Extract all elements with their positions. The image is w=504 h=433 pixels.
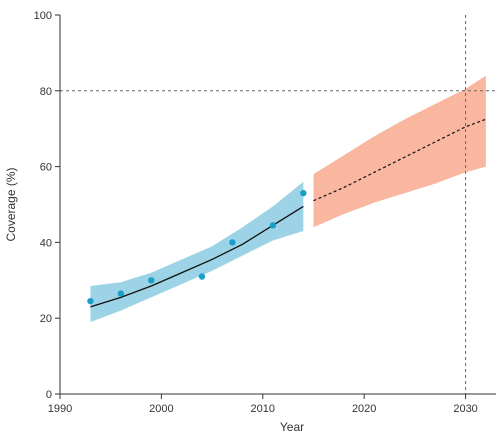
observed-data-point xyxy=(269,222,277,229)
observed-data-point xyxy=(148,277,155,284)
fitted-trend-line xyxy=(90,205,304,308)
fitted-uncertainty-band xyxy=(90,181,304,322)
axes xyxy=(59,15,496,395)
reference-lines xyxy=(60,15,496,394)
x-axis-label: Year xyxy=(280,420,304,433)
x-tick-label: 2010 xyxy=(251,403,275,415)
x-tick-label: 2000 xyxy=(149,403,173,415)
y-tick-label: 60 xyxy=(40,162,52,174)
projection-trend-line xyxy=(313,118,487,202)
x-tick-label: 2020 xyxy=(352,403,376,415)
y-tick-label: 40 xyxy=(40,237,52,249)
observed-data-point xyxy=(117,290,125,297)
x-tick-label: 2030 xyxy=(453,403,477,415)
observed-points xyxy=(87,189,307,305)
observed-data-point xyxy=(87,297,94,305)
x-tick-label: 1990 xyxy=(48,403,72,415)
observed-data-point xyxy=(300,189,307,197)
observed-data-point xyxy=(198,273,206,280)
y-tick-label: 20 xyxy=(40,313,52,325)
observed-data-point xyxy=(229,239,236,246)
x-axis-ticks: 1990 2000 2010 2020 2030 xyxy=(48,394,478,415)
y-axis-ticks: 0 20 40 60 80 100 xyxy=(34,10,60,401)
projection-uncertainty-band xyxy=(313,75,486,228)
y-axis-label: Coverage (%) xyxy=(4,167,18,241)
uncertainty-bands xyxy=(90,75,486,322)
y-tick-label: 100 xyxy=(34,10,52,22)
y-tick-label: 80 xyxy=(40,86,52,98)
trend-lines xyxy=(90,118,487,308)
y-tick-label: 0 xyxy=(46,389,52,401)
